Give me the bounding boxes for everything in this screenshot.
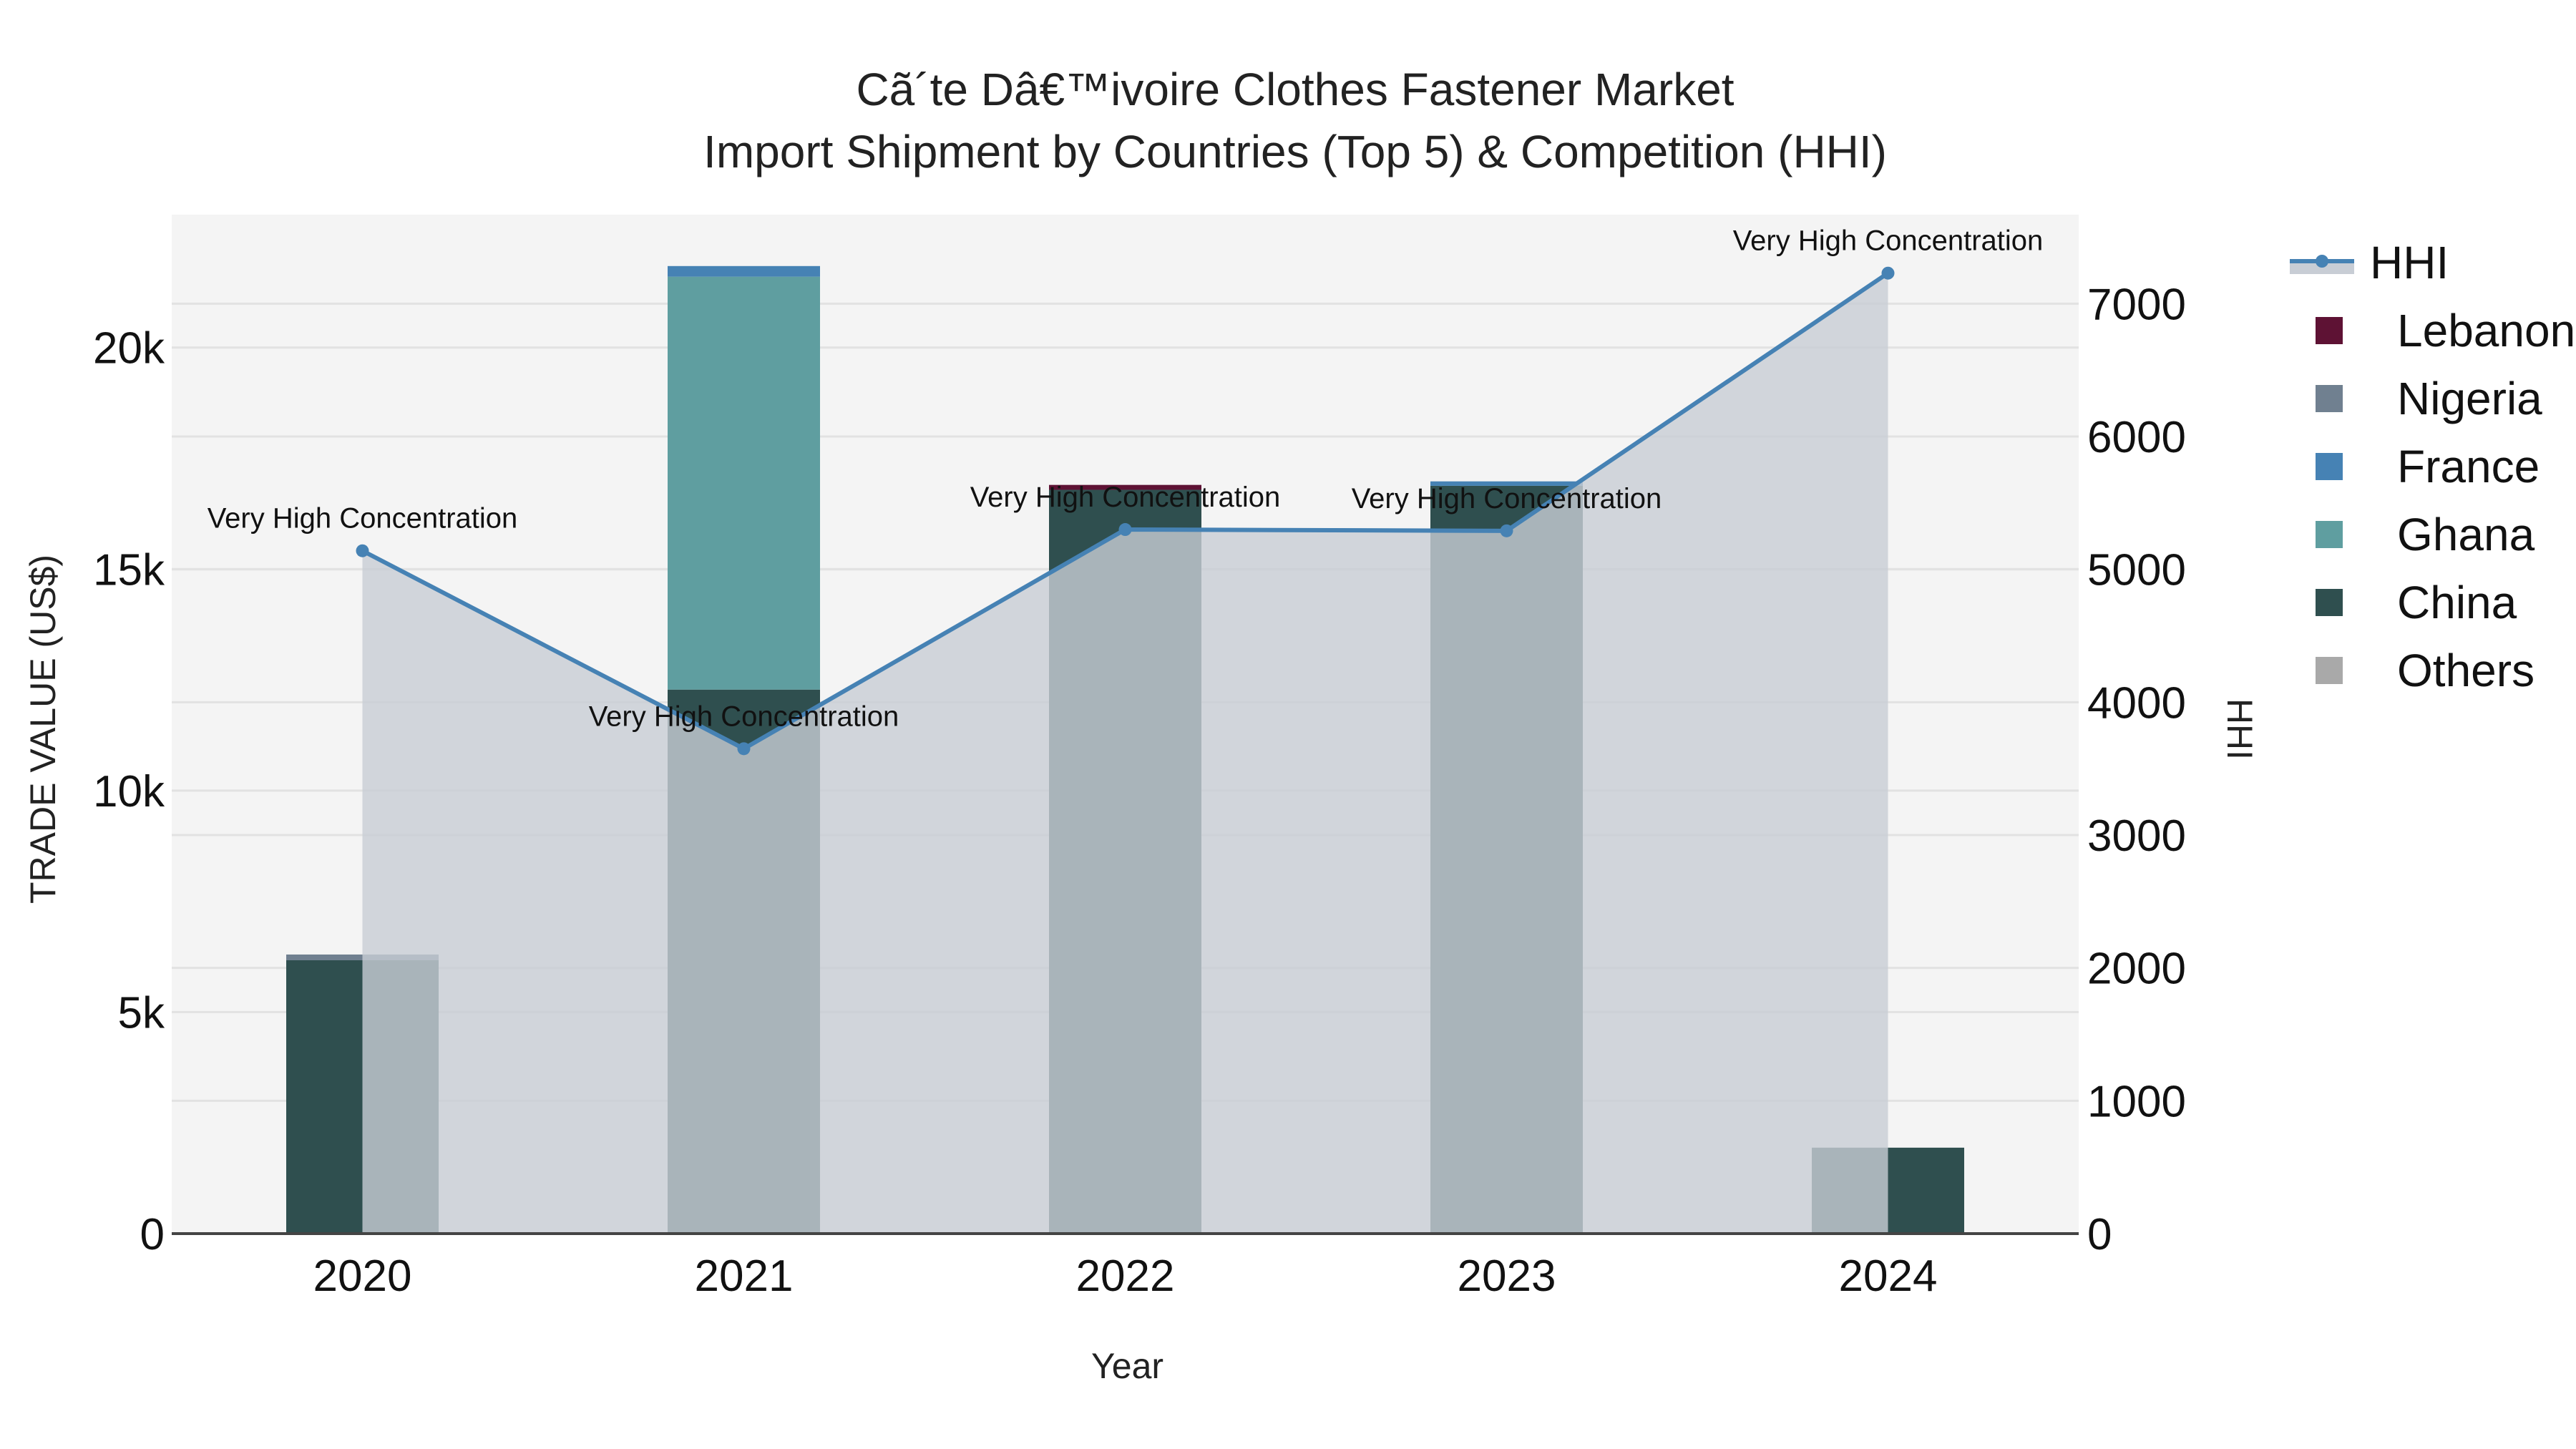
legend-item-hhi[interactable]: HHI bbox=[2290, 234, 2449, 291]
legend-label: China bbox=[2397, 577, 2517, 628]
x-tick-label: 2022 bbox=[1076, 1252, 1175, 1301]
legend-item-ghana[interactable]: Ghana bbox=[2290, 506, 2534, 563]
y2-tick-label: 6000 bbox=[2087, 413, 2186, 462]
y-tick-label: 5k bbox=[118, 988, 165, 1038]
hhi-annotation: Very High Concentration bbox=[970, 482, 1281, 513]
y-tick-label: 10k bbox=[93, 767, 165, 816]
legend-label: Lebanon bbox=[2397, 305, 2576, 356]
y2-tick-label: 1000 bbox=[2087, 1077, 2186, 1126]
y-tick-label: 15k bbox=[93, 545, 165, 595]
y2-tick-label: 5000 bbox=[2087, 546, 2186, 595]
chart-title: Cã´te Dâ€™ivoire Clothes Fastener Market bbox=[856, 64, 1735, 115]
bar-segment[interactable] bbox=[668, 265, 820, 277]
hhi-marker[interactable] bbox=[1118, 523, 1132, 537]
x-tick-label: 2023 bbox=[1458, 1252, 1556, 1301]
y2-axis-title: HHI bbox=[2220, 698, 2260, 761]
y2-tick-label: 2000 bbox=[2087, 945, 2186, 994]
legend-item-others[interactable]: Others bbox=[2290, 642, 2534, 699]
x-tick-label: 2020 bbox=[313, 1252, 412, 1301]
hhi-annotation: Very High Concentration bbox=[1733, 225, 2044, 257]
hhi-annotation: Very High Concentration bbox=[1352, 483, 1662, 514]
hhi-marker[interactable] bbox=[1881, 266, 1895, 280]
legend-label: HHI bbox=[2370, 237, 2449, 288]
legend-item-china[interactable]: China bbox=[2290, 574, 2517, 631]
bar-segment[interactable] bbox=[668, 276, 820, 690]
chart-subtitle: Import Shipment by Countries (Top 5) & C… bbox=[703, 126, 1887, 177]
legend-label: Ghana bbox=[2397, 509, 2535, 560]
hhi-marker[interactable] bbox=[356, 544, 369, 557]
y2-tick-label: 7000 bbox=[2087, 280, 2186, 329]
swatch-icon bbox=[2316, 521, 2343, 548]
hhi-marker[interactable] bbox=[737, 742, 751, 756]
x-axis-title: Year bbox=[1091, 1346, 1164, 1386]
legend-item-france[interactable]: France bbox=[2290, 438, 2540, 495]
swatch-icon bbox=[2316, 453, 2343, 480]
legend-label: France bbox=[2397, 441, 2540, 492]
x-tick-label: 2024 bbox=[1839, 1252, 1938, 1301]
bar-segment[interactable] bbox=[1049, 484, 1201, 490]
y-axis-title: TRADE VALUE (US$) bbox=[23, 554, 63, 904]
legend-label: Others bbox=[2397, 645, 2535, 696]
y-tick-label: 0 bbox=[140, 1210, 165, 1259]
line-marker-icon bbox=[2290, 255, 2354, 274]
swatch-icon bbox=[2316, 385, 2343, 412]
hhi-marker[interactable] bbox=[1500, 524, 1513, 537]
swatch-icon bbox=[2316, 657, 2343, 684]
legend-label: Nigeria bbox=[2397, 373, 2542, 424]
legend-item-lebanon[interactable]: Lebanon bbox=[2290, 302, 2575, 359]
legend-item-nigeria[interactable]: Nigeria bbox=[2290, 370, 2542, 427]
swatch-icon bbox=[2316, 589, 2343, 616]
bar-segment[interactable] bbox=[1430, 481, 1583, 486]
y2-tick-label: 3000 bbox=[2087, 811, 2186, 861]
hhi-annotation: Very High Concentration bbox=[589, 701, 899, 732]
y-tick-label: 20k bbox=[93, 324, 165, 374]
hhi-area bbox=[362, 273, 1888, 1234]
hhi-annotation: Very High Concentration bbox=[208, 503, 518, 535]
y2-tick-label: 0 bbox=[2087, 1210, 2112, 1259]
y2-tick-label: 4000 bbox=[2087, 678, 2186, 728]
x-tick-label: 2021 bbox=[695, 1252, 794, 1301]
swatch-icon bbox=[2316, 317, 2343, 344]
